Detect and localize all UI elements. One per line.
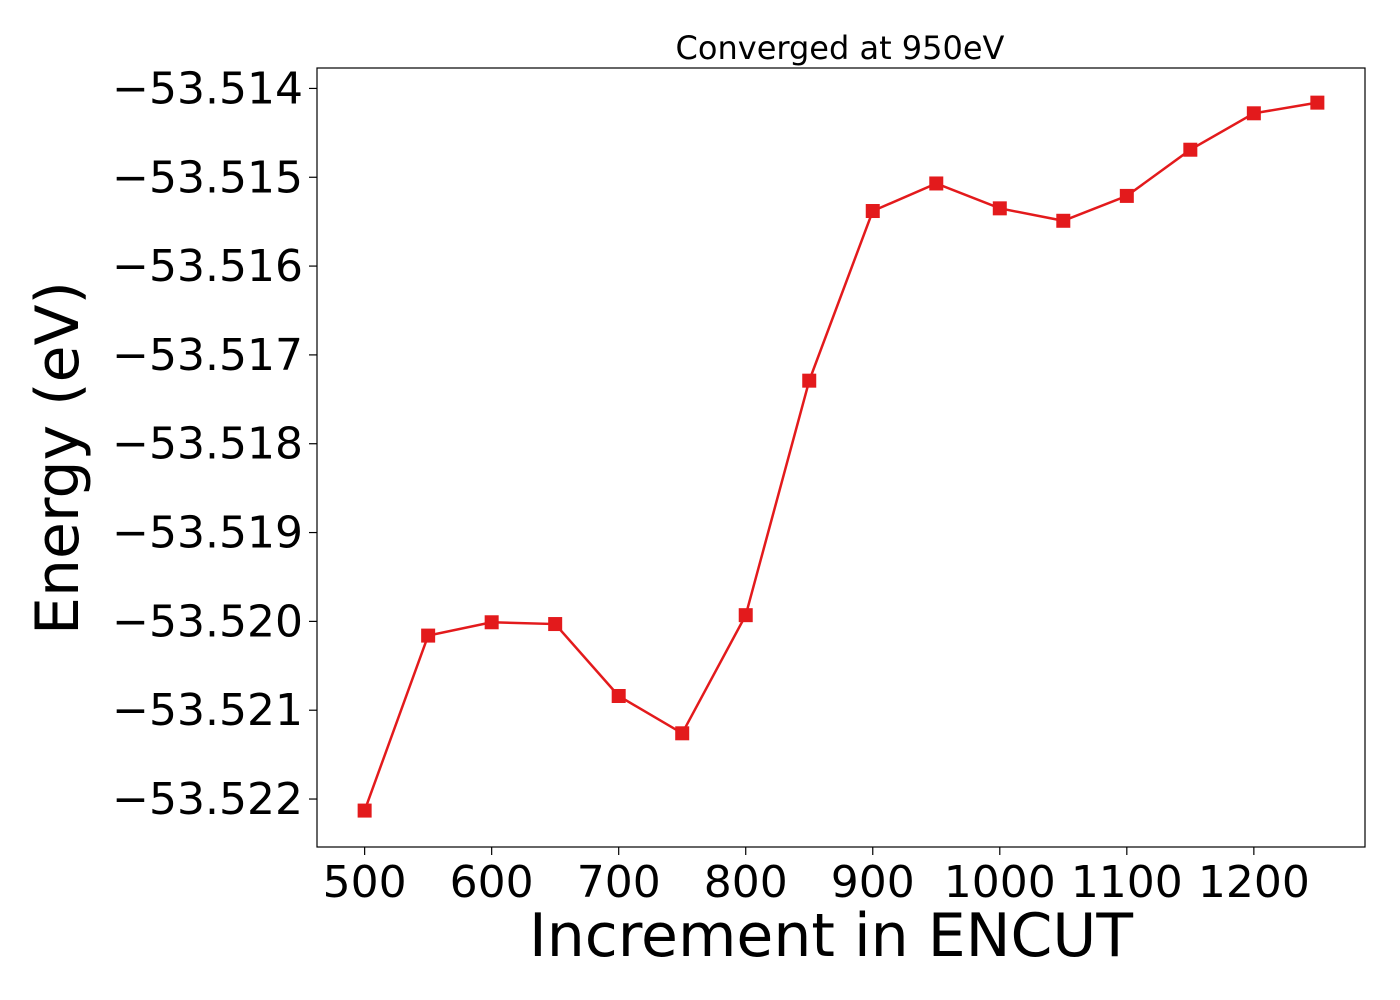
- x-tick-label: 1200: [1198, 857, 1310, 908]
- x-tick-label: 1100: [1071, 857, 1183, 908]
- data-point-marker: [548, 617, 563, 632]
- x-tick-label: 900: [831, 857, 915, 908]
- data-point-marker: [802, 373, 817, 388]
- data-point-marker: [1119, 188, 1134, 203]
- y-tick-label: −53.522: [112, 774, 303, 825]
- y-axis-ticks: −53.514 −53.515 −53.516 −53.517 −53.518 −53.5…: [112, 63, 317, 825]
- chart-title: Converged at 950eV: [676, 29, 1005, 67]
- x-tick-label: 600: [450, 857, 534, 908]
- data-point-marker: [675, 726, 690, 741]
- data-point-marker: [738, 608, 753, 623]
- data-point-marker: [484, 615, 499, 630]
- data-point-marker: [992, 201, 1007, 216]
- series-line: [363, 101, 1318, 812]
- y-tick-label: −53.515: [112, 152, 303, 203]
- data-point-marker: [1183, 142, 1198, 157]
- y-tick-label: −53.521: [112, 685, 303, 736]
- y-tick-label: −53.516: [112, 241, 303, 292]
- y-tick-label: −53.519: [112, 508, 303, 559]
- plot-frame: [316, 67, 1366, 848]
- y-tick-label: −53.518: [112, 419, 303, 470]
- x-tick-label: 1000: [944, 857, 1056, 908]
- y-axis-label: Energy (eV): [23, 281, 93, 635]
- data-point-marker: [865, 204, 880, 219]
- data-point-marker: [357, 803, 372, 818]
- x-tick-label: 800: [704, 857, 788, 908]
- y-tick-label: −53.514: [112, 63, 303, 114]
- data-point-marker: [1310, 95, 1325, 110]
- data-point-marker: [929, 176, 944, 191]
- data-point-marker: [1246, 106, 1261, 121]
- data-point-marker: [1056, 213, 1071, 228]
- x-axis-label: Increment in ENCUT: [529, 901, 1133, 971]
- series-markers: [357, 95, 1325, 818]
- y-tick-label: −53.520: [112, 596, 303, 647]
- data-point-marker: [421, 628, 436, 643]
- x-tick-label: 500: [323, 857, 407, 908]
- x-tick-label: 700: [577, 857, 661, 908]
- y-tick-label: −53.517: [112, 330, 303, 381]
- data-point-marker: [611, 688, 626, 703]
- x-axis-ticks: 500 600 700 800 900 1000 1100 1200: [323, 847, 1310, 908]
